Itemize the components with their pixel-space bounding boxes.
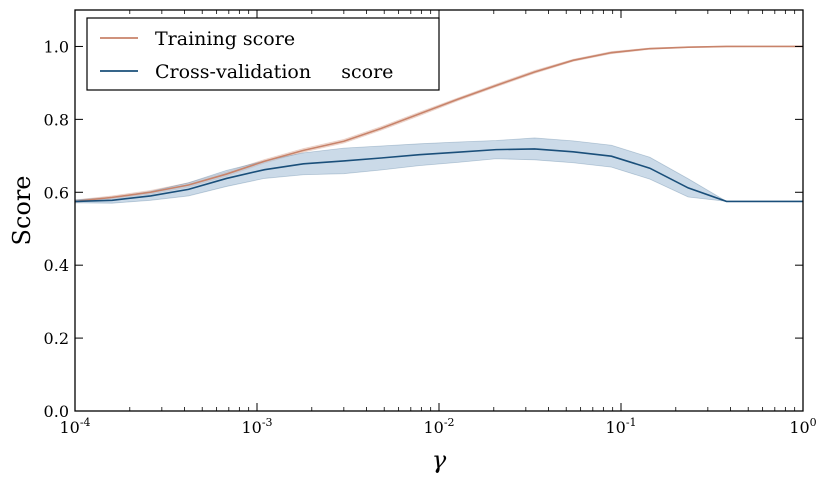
x-tick-label: 10-2	[423, 416, 454, 437]
x-axis-label: γ	[432, 446, 447, 474]
y-tick-label: 0.6	[44, 183, 69, 202]
y-axis: 0.0 0.2 0.4 0.6 0.8 1.0	[44, 37, 803, 421]
legend: Training score Cross-validation score	[86, 17, 440, 91]
y-tick-label: 0.0	[44, 402, 69, 421]
legend-label-training: Training score	[155, 28, 295, 50]
series-line-0	[74, 45, 803, 203]
x-tick-label: 10-1	[605, 416, 636, 437]
x-tick-label: 10-3	[241, 416, 272, 437]
y-tick-label: 0.8	[44, 110, 69, 129]
x-tick-label: 100	[789, 416, 816, 437]
y-tick-label: 0.2	[44, 329, 69, 348]
legend-box	[86, 17, 440, 91]
x-axis: 10-4 10-3 10-2 10-1 100	[59, 10, 817, 437]
series-line-1	[74, 148, 803, 203]
x-tick-label: 10-4	[59, 416, 90, 437]
series-lines	[74, 45, 803, 203]
legend-label-cross-validation: Cross-validation score	[155, 61, 393, 83]
y-axis-label: Score	[8, 175, 36, 245]
error-band-1	[74, 137, 803, 204]
y-tick-label: 1.0	[44, 37, 69, 56]
y-tick-label: 0.4	[44, 256, 69, 275]
